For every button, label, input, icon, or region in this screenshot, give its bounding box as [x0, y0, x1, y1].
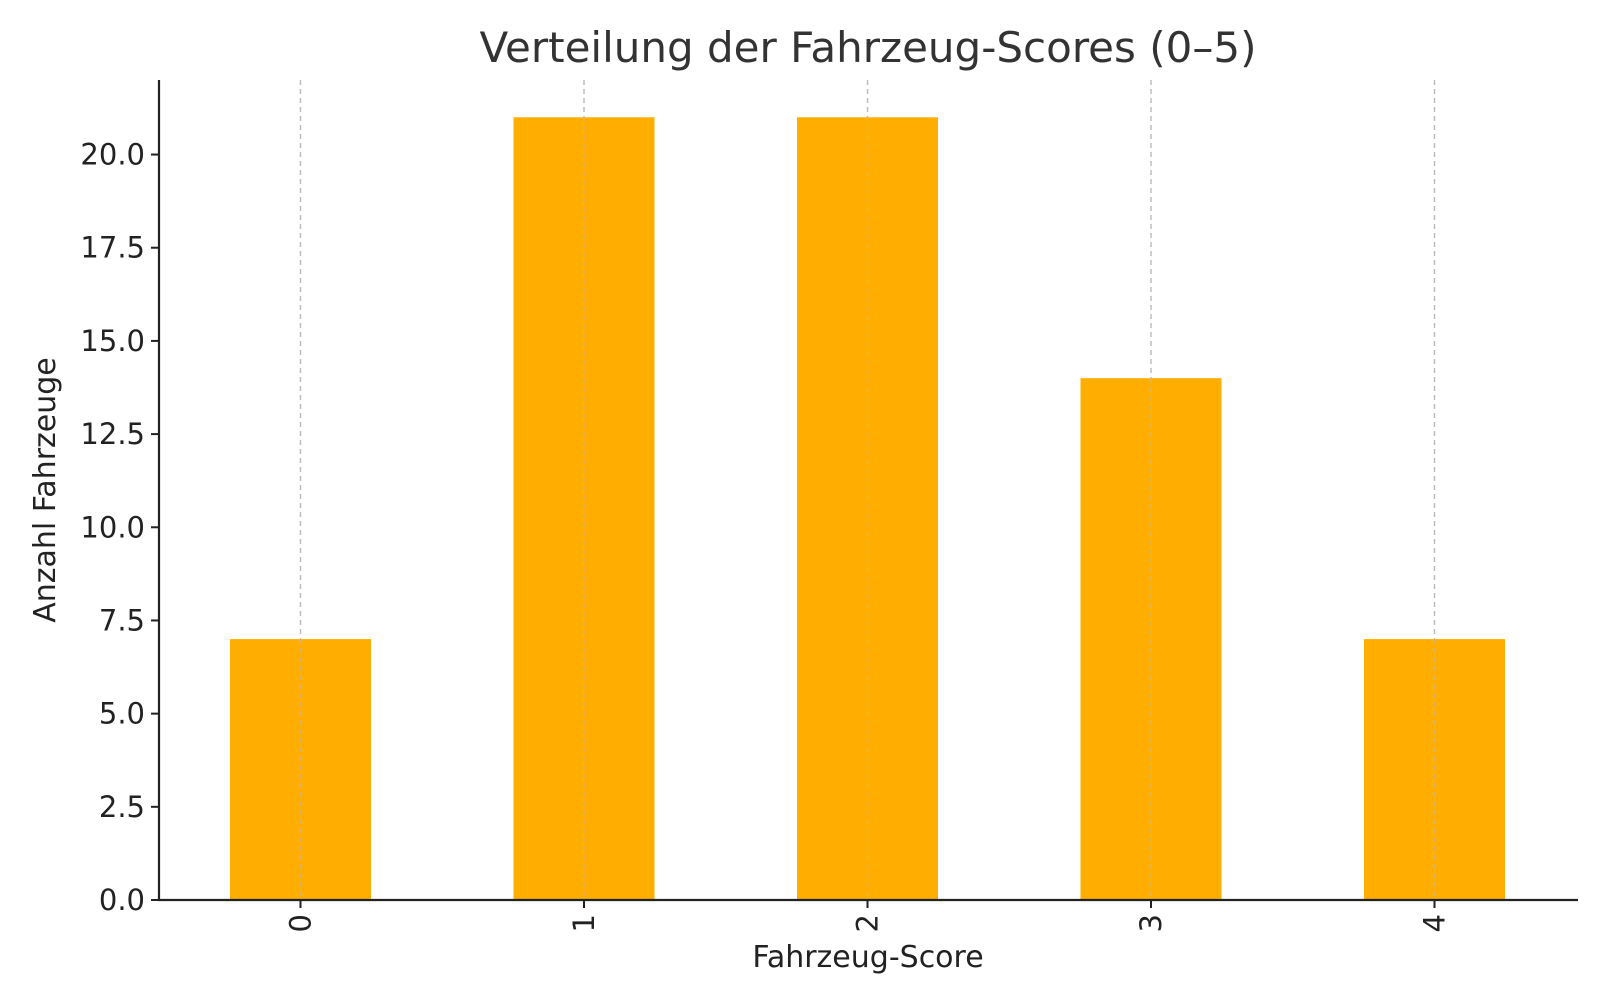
x-tick-label-4: 4	[1418, 914, 1452, 932]
x-tick-label-1: 1	[567, 914, 601, 932]
y-tick-label-17.5: 17.5	[80, 231, 145, 265]
y-axis-label: Anzahl Fahrzeuge	[28, 357, 63, 623]
y-tick-label-15.0: 15.0	[80, 324, 145, 358]
y-tick-label-20.0: 20.0	[80, 138, 145, 172]
x-tick-label-3: 3	[1134, 914, 1168, 932]
x-ticks: 0 1 2 3 4	[284, 900, 1452, 932]
y-tick-label-5.0: 5.0	[99, 697, 145, 731]
chart-title: Verteilung der Fahrzeug-Scores (0–5)	[480, 23, 1257, 72]
y-tick-label-0.0: 0.0	[99, 883, 145, 917]
grid-overlay	[299, 117, 1436, 900]
x-tick-label-2: 2	[851, 914, 885, 932]
y-tick-label-10.0: 10.0	[80, 510, 145, 544]
x-tick-label-0: 0	[284, 914, 318, 932]
y-ticks: 0.0 2.5 5.0 7.5 10.0 12.5 15.0 17.5 20.0	[80, 138, 159, 917]
y-tick-label-2.5: 2.5	[99, 790, 145, 824]
y-tick-label-12.5: 12.5	[80, 417, 145, 451]
y-tick-label-7.5: 7.5	[99, 603, 145, 637]
x-axis-label: Fahrzeug-Score	[752, 940, 983, 975]
